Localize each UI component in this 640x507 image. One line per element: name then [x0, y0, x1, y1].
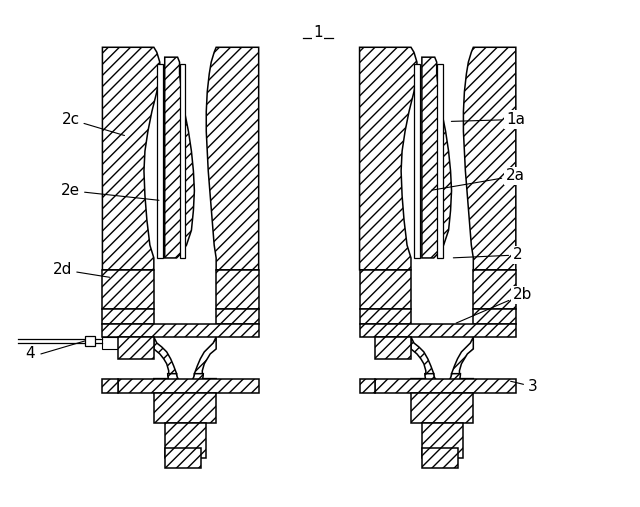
Polygon shape — [411, 337, 434, 393]
Polygon shape — [376, 379, 516, 393]
Polygon shape — [422, 57, 452, 258]
Polygon shape — [164, 423, 206, 458]
Text: 2e: 2e — [61, 183, 159, 200]
Text: 3: 3 — [511, 379, 538, 394]
Polygon shape — [102, 379, 118, 393]
Polygon shape — [360, 324, 516, 337]
Polygon shape — [411, 393, 474, 423]
Polygon shape — [360, 309, 411, 324]
Polygon shape — [102, 270, 154, 309]
Polygon shape — [360, 270, 411, 309]
Polygon shape — [422, 423, 463, 458]
Polygon shape — [164, 57, 195, 258]
Polygon shape — [474, 309, 516, 324]
Polygon shape — [102, 324, 259, 337]
Text: 2b: 2b — [456, 287, 532, 323]
Polygon shape — [154, 393, 216, 423]
Text: 2c: 2c — [61, 112, 124, 135]
Text: 2: 2 — [453, 247, 522, 263]
Text: 1: 1 — [313, 25, 323, 40]
Polygon shape — [195, 337, 216, 393]
Polygon shape — [102, 47, 160, 270]
Polygon shape — [436, 64, 443, 258]
Polygon shape — [422, 448, 458, 467]
Polygon shape — [474, 270, 516, 309]
Polygon shape — [425, 374, 460, 391]
Text: 2a: 2a — [431, 168, 525, 190]
Polygon shape — [102, 337, 118, 349]
Polygon shape — [168, 374, 204, 391]
Text: 4: 4 — [26, 346, 35, 361]
Text: 2d: 2d — [53, 262, 109, 277]
Polygon shape — [84, 336, 95, 346]
Polygon shape — [216, 309, 259, 324]
Polygon shape — [157, 64, 163, 258]
Polygon shape — [118, 379, 259, 393]
Polygon shape — [360, 47, 417, 270]
Polygon shape — [452, 337, 474, 393]
Polygon shape — [360, 379, 376, 393]
Polygon shape — [216, 270, 259, 309]
Polygon shape — [206, 47, 259, 270]
Polygon shape — [164, 448, 202, 467]
Polygon shape — [414, 64, 420, 258]
Polygon shape — [118, 337, 154, 359]
Polygon shape — [154, 337, 177, 393]
Polygon shape — [180, 64, 186, 258]
Polygon shape — [376, 337, 411, 359]
Polygon shape — [463, 47, 516, 270]
Text: 1a: 1a — [451, 112, 525, 127]
Polygon shape — [102, 309, 154, 324]
